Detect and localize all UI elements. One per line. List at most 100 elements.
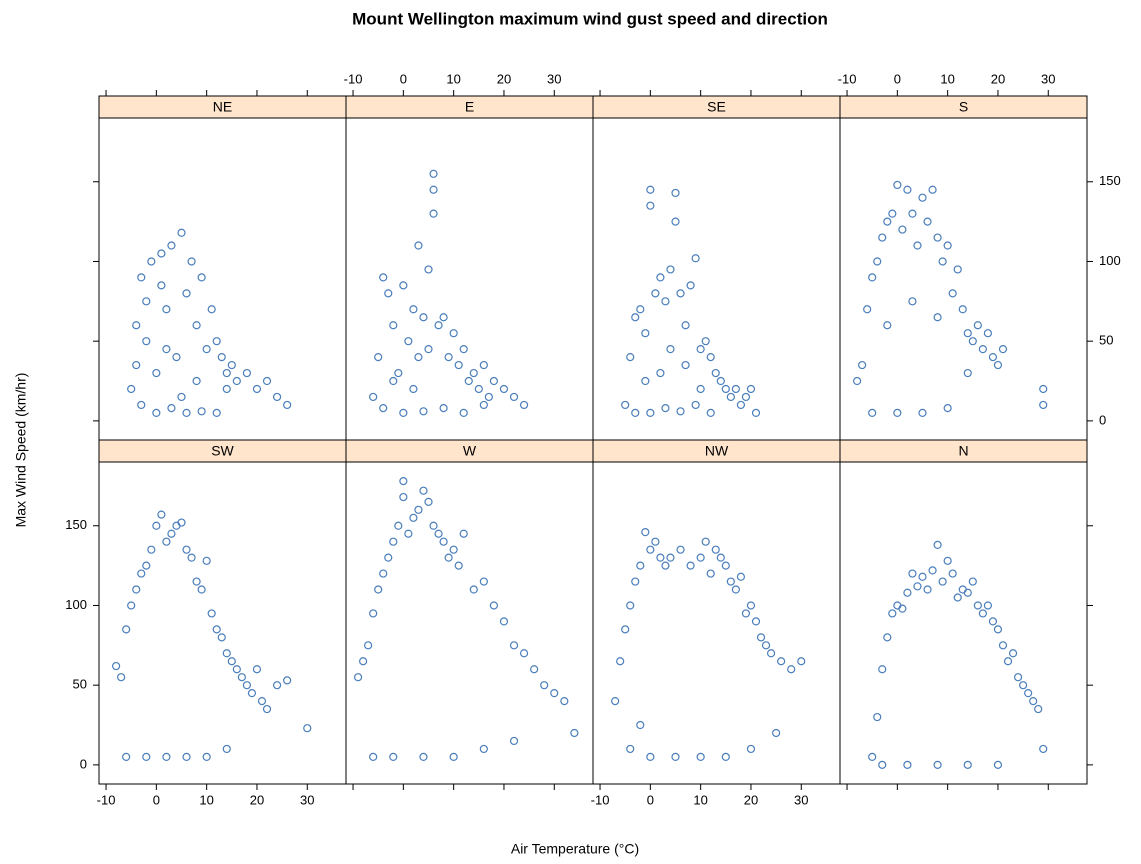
point: [721, 752, 730, 762]
point: [439, 313, 448, 322]
point: [197, 273, 206, 282]
point: [711, 545, 720, 554]
point: [1024, 689, 1033, 698]
point: [621, 400, 630, 410]
point: [878, 760, 887, 769]
point: [182, 408, 191, 418]
point: [706, 353, 715, 362]
point: [212, 337, 221, 346]
point: [671, 217, 680, 226]
point: [721, 384, 730, 394]
point: [883, 217, 892, 226]
point: [913, 241, 922, 250]
point: [646, 545, 655, 554]
point: [369, 752, 378, 762]
point: [202, 556, 211, 565]
point: [772, 728, 781, 738]
x-tick-label: -10: [97, 792, 116, 807]
point: [147, 257, 156, 266]
point: [908, 297, 917, 306]
x-tick-label: 10: [446, 71, 460, 86]
point: [272, 681, 282, 690]
point: [197, 407, 206, 416]
point: [519, 400, 529, 410]
point: [389, 321, 398, 330]
point: [641, 528, 650, 537]
point: [519, 649, 529, 658]
point: [751, 408, 761, 418]
point: [257, 697, 267, 706]
point: [918, 193, 927, 202]
point: [953, 593, 962, 602]
panel-frame: [839, 461, 1088, 785]
x-tick-label: 0: [894, 71, 901, 86]
point: [938, 577, 947, 586]
x-tick-label: 10: [199, 792, 213, 807]
x-tick-label: -10: [591, 792, 610, 807]
point: [444, 553, 453, 562]
x-tick-label: -10: [344, 71, 363, 86]
point: [202, 345, 211, 354]
point: [696, 345, 705, 354]
point: [963, 368, 972, 378]
point: [983, 329, 992, 338]
point: [666, 553, 675, 562]
point: [419, 407, 428, 416]
point: [903, 588, 912, 597]
point: [646, 752, 655, 762]
point: [868, 273, 877, 282]
point: [963, 588, 972, 597]
point: [903, 760, 912, 769]
point: [409, 305, 418, 314]
point: [459, 529, 468, 538]
point: [247, 689, 257, 698]
point: [172, 521, 181, 530]
point: [152, 408, 161, 418]
point: [212, 408, 221, 418]
point: [459, 408, 468, 418]
point: [1008, 649, 1018, 658]
point: [469, 585, 478, 594]
point: [389, 376, 398, 386]
point: [651, 537, 660, 546]
strip-label: N: [958, 443, 968, 459]
point: [691, 254, 700, 263]
x-axis-label: Air Temperature (°C): [511, 841, 639, 857]
point: [933, 540, 942, 549]
point: [701, 537, 710, 546]
point: [756, 633, 766, 642]
point: [883, 633, 892, 642]
x-tick-label: 10: [940, 71, 954, 86]
point: [459, 345, 468, 354]
point: [626, 744, 635, 754]
point: [746, 384, 756, 394]
point: [283, 400, 292, 410]
point: [636, 305, 645, 314]
point: [379, 273, 388, 282]
point: [741, 392, 751, 402]
point: [963, 760, 972, 769]
point: [570, 728, 579, 738]
point: [903, 185, 912, 194]
point: [197, 585, 206, 594]
point: [681, 321, 690, 330]
point: [424, 265, 433, 274]
point: [112, 661, 121, 671]
point: [187, 257, 196, 266]
point: [631, 408, 640, 418]
point: [484, 392, 493, 402]
y-tick-label: 0: [1099, 412, 1106, 427]
x-tick-label: 30: [794, 792, 808, 807]
point: [873, 257, 882, 266]
point: [132, 321, 141, 330]
point: [646, 408, 655, 418]
point: [973, 321, 982, 330]
point: [399, 492, 408, 502]
point: [721, 561, 730, 570]
point: [449, 545, 458, 554]
y-tick-label: 50: [1099, 333, 1113, 348]
point: [137, 273, 146, 282]
point: [661, 561, 670, 570]
x-tick-label: 30: [547, 71, 561, 86]
strip-label: S: [959, 99, 968, 115]
